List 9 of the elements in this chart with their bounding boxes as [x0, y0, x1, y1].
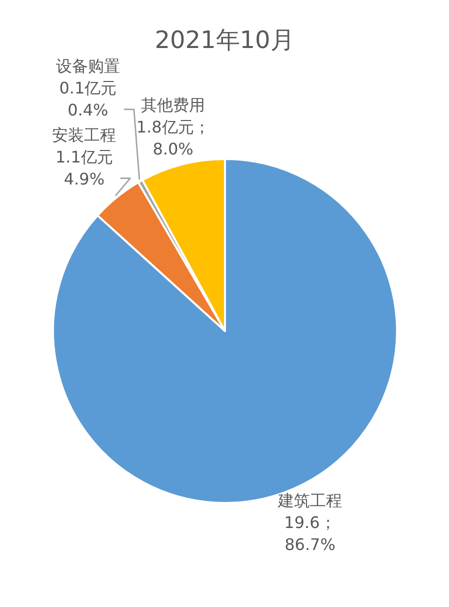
data-label: 1.1亿元 4.9% [55, 147, 113, 188]
slice-label: 安装工程 [52, 125, 116, 144]
data-label: 0.1亿元 0.4% [59, 78, 117, 120]
chart-title: 2021年10月 [154, 26, 294, 54]
slice-label: 其他费用 [141, 96, 206, 115]
data-label: 19.6； 86.7% [284, 512, 336, 554]
data-label: 1.8亿元； 8.0% [136, 118, 210, 159]
slice-label: 建筑工程 [276, 490, 342, 510]
slice-label: 设备购置 [56, 56, 120, 76]
